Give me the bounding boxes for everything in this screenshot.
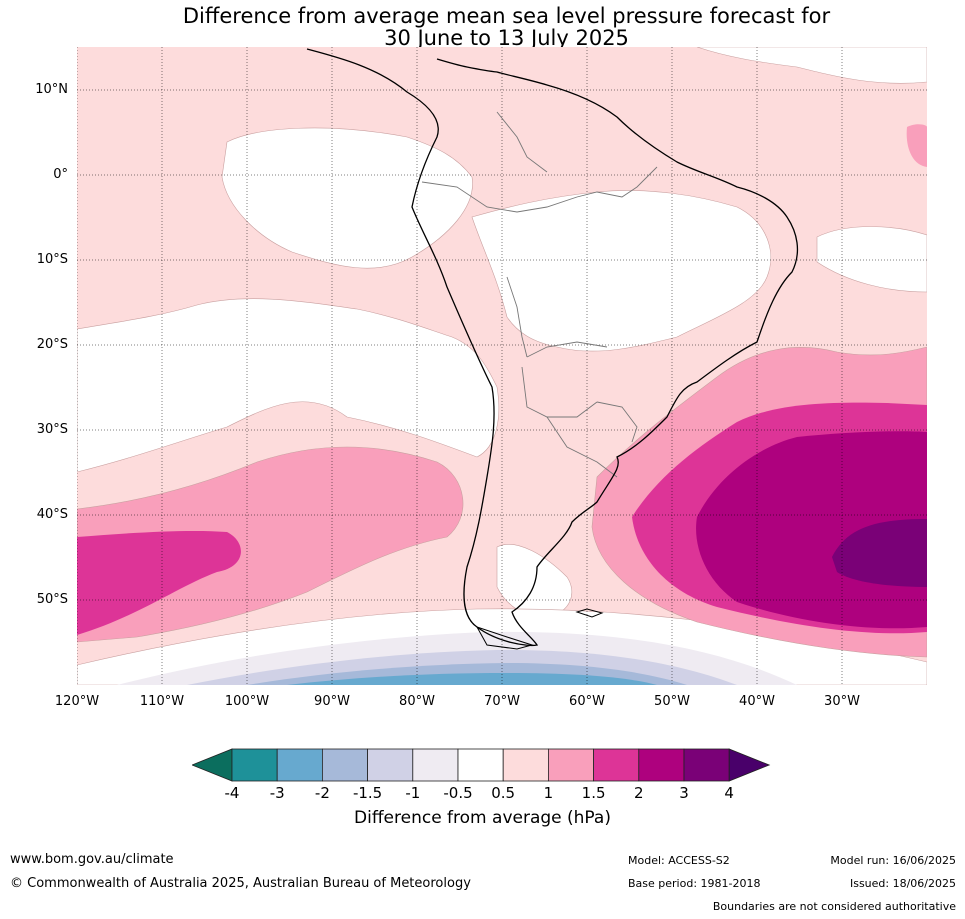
legend-swatch-below (190, 748, 233, 782)
title-line-2: 30 June to 13 July 2025 (384, 26, 629, 50)
lat-label: 20°S (36, 337, 68, 352)
neutral-zone-equatorial (221, 127, 473, 269)
legend-swatch (321, 748, 368, 782)
boundaries-disclaimer: Boundaries are not considered authoritat… (712, 900, 956, 913)
lat-label: 10°N (35, 82, 68, 97)
lat-label: 0° (53, 167, 68, 182)
legend-swatch (276, 748, 323, 782)
lon-label: 90°W (314, 694, 350, 709)
lat-label: 30°S (36, 422, 68, 437)
legend-swatch (638, 748, 685, 782)
lat-label: 40°S (36, 507, 68, 522)
lon-label: 80°W (399, 694, 435, 709)
legend-tick-label: 1 (543, 784, 554, 802)
southern-ocean-band-5 (287, 673, 657, 685)
legend-swatch (593, 748, 640, 782)
neutral-zone-north-atlantic (696, 47, 927, 84)
legend-tick-label: -1.5 (352, 784, 383, 802)
south-america-coastline (306, 48, 799, 647)
issued-date: Issued: 18/06/2025 (849, 877, 956, 890)
lon-label: 70°W (484, 694, 520, 709)
legend-tick-label: 0.5 (491, 784, 516, 802)
lon-label: 100°W (224, 694, 270, 709)
legend-swatch (683, 748, 730, 782)
lon-label: 40°W (739, 694, 775, 709)
legend-swatch (367, 748, 414, 782)
graticule (77, 47, 927, 685)
map-title: Difference from average mean sea level p… (0, 5, 965, 49)
positive-anomaly-west-medium (77, 446, 464, 643)
legend-swatch (502, 748, 549, 782)
legend-tick-label: 4 (724, 784, 734, 802)
base-period: Base period: 1981-2018 (628, 877, 761, 890)
legend-tick-label: -2 (314, 784, 330, 802)
legend-swatch (547, 748, 594, 782)
legend-tick-label: -4 (224, 784, 240, 802)
legend-tick-label: 2 (634, 784, 644, 802)
lon-label: 120°W (54, 694, 100, 709)
lon-label: 30°W (824, 694, 860, 709)
legend-swatch (412, 748, 459, 782)
falklands-islands (575, 608, 604, 618)
pressure-anomaly-map (77, 47, 927, 685)
legend-tick-label: 1.5 (581, 784, 606, 802)
color-legend-label: Difference from average (hPa) (354, 808, 611, 828)
positive-anomaly-northeast (906, 124, 927, 167)
model-name: Model: ACCESS-S2 (628, 854, 730, 867)
website-link[interactable]: www.bom.gov.au/climate (10, 852, 174, 867)
legend-tick-label: -1 (405, 784, 421, 802)
lon-label: 60°W (569, 694, 605, 709)
copyright-text: © Commonwealth of Australia 2025, Austra… (10, 876, 471, 891)
lat-label: 50°S (36, 592, 68, 607)
positive-anomaly-west-high (77, 530, 241, 635)
tierra-del-fuego (475, 626, 534, 650)
lon-label: 50°W (654, 694, 690, 709)
country-borders (421, 111, 658, 478)
model-run-date: Model run: 16/06/2025 (830, 854, 956, 867)
legend-swatch (231, 748, 278, 782)
legend-tick-label: 3 (679, 784, 689, 802)
positive-anomaly-east-extreme (832, 519, 927, 587)
title-line-1: Difference from average mean sea level p… (182, 4, 831, 28)
neutral-zone-patagonia (496, 544, 573, 618)
legend-swatch-above (728, 748, 771, 782)
lat-label: 10°S (36, 252, 68, 267)
lon-label: 110°W (139, 694, 185, 709)
legend-swatch (457, 748, 504, 782)
legend-tick-label: -0.5 (443, 784, 473, 802)
color-legend-bar (190, 748, 774, 786)
neutral-zone-east-atlantic (816, 226, 927, 293)
legend-tick-label: -3 (269, 784, 285, 802)
neutral-zone-mid (77, 298, 500, 473)
